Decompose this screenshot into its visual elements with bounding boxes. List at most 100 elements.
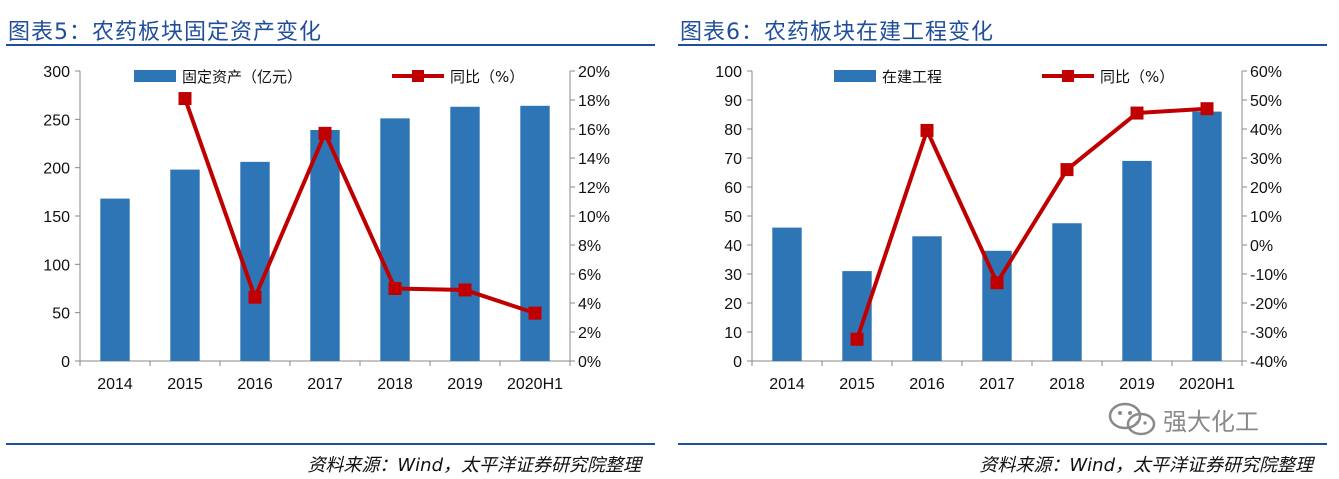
- x-category-label: 2019: [447, 376, 483, 393]
- x-category-label: 2016: [237, 376, 273, 393]
- legend-line-label: 同比（%）: [450, 68, 524, 86]
- x-category-label: 2018: [377, 376, 413, 393]
- x-category-label: 2014: [769, 376, 805, 393]
- line-marker: [388, 282, 402, 295]
- left-tick-label: 10: [724, 325, 742, 342]
- bottom-divider: [678, 443, 1327, 445]
- title-divider: [6, 44, 655, 46]
- x-category-label: 2015: [167, 376, 203, 393]
- fixed-assets-chart: 0 50 100 150 200 250 300 0% 2% 4% 6% 8% 10% 12% 14% 16%…: [43, 64, 610, 393]
- right-tick-label: 2%: [578, 325, 601, 342]
- series-line: [183, 97, 536, 316]
- line-marker: [458, 283, 472, 297]
- right-tick-label: 12%: [578, 180, 610, 197]
- bar: [450, 106, 480, 361]
- bar: [842, 271, 872, 361]
- title-divider: [678, 44, 1327, 46]
- legend-line-label: 同比（%）: [1100, 68, 1174, 86]
- line-marker: [1200, 102, 1214, 116]
- line-marker: [528, 306, 542, 320]
- series-line: [855, 106, 1208, 340]
- legend-line-marker: [412, 70, 424, 82]
- line-marker: [318, 126, 332, 140]
- bar: [1122, 160, 1152, 361]
- x-category-label: 2020H1: [1179, 376, 1235, 393]
- left-tick-label: 0: [733, 354, 742, 371]
- x-category-label: 2017: [979, 376, 1015, 393]
- line-marker: [920, 123, 934, 137]
- left-tick-label: 150: [43, 209, 70, 226]
- bar: [1052, 223, 1082, 361]
- right-tick-label: 30%: [1250, 151, 1282, 168]
- right-tick-label: 16%: [578, 122, 610, 139]
- right-tick-label: 10%: [1250, 209, 1282, 226]
- legend-bar-swatch: [834, 70, 876, 82]
- right-tick-label: 20%: [578, 64, 610, 81]
- construction-chart: 0 10 20 30 40 50 60 70 80 90 100 -40% -30% -20% -10% 0%…: [715, 64, 1287, 393]
- left-tick-label: 0: [61, 354, 70, 371]
- line-marker: [1060, 163, 1074, 177]
- bar: [100, 198, 130, 361]
- right-tick-label: 50%: [1250, 93, 1282, 110]
- bar: [240, 161, 270, 361]
- bar: [1192, 111, 1222, 361]
- left-tick-label: 80: [724, 122, 742, 139]
- left-tick-label: 90: [724, 93, 742, 110]
- right-tick-label: 18%: [578, 93, 610, 110]
- right-tick-label: 6%: [578, 267, 601, 284]
- left-tick-label: 100: [43, 257, 70, 274]
- bar: [912, 236, 942, 361]
- bottom-divider: [6, 443, 655, 445]
- line-marker: [178, 92, 192, 106]
- legend-bar-swatch: [134, 70, 176, 82]
- left-tick-label: 40: [724, 238, 742, 255]
- left-tick-label: 50: [52, 306, 70, 323]
- bar: [520, 105, 550, 361]
- fixed-assets-panel: 图表5：农药板块固定资产变化 0 50 100 150 200 250 300 0% 2% 4% 6…: [0, 0, 655, 479]
- wechat-icon: [1108, 402, 1156, 436]
- left-tick-label: 300: [43, 64, 70, 81]
- left-tick-label: 60: [724, 180, 742, 197]
- right-tick-label: -10%: [1250, 267, 1287, 284]
- bar: [170, 169, 200, 361]
- x-category-label: 2018: [1049, 376, 1085, 393]
- right-tick-label: 0%: [1250, 238, 1273, 255]
- right-tick-label: -20%: [1250, 296, 1287, 313]
- line-marker: [990, 276, 1004, 290]
- line-marker: [248, 290, 262, 304]
- x-category-label: 2020H1: [507, 376, 563, 393]
- bar: [380, 118, 410, 361]
- right-tick-label: -30%: [1250, 325, 1287, 342]
- line-marker: [850, 332, 864, 346]
- left-tick-label: 200: [43, 161, 70, 178]
- right-tick-label: 4%: [578, 296, 601, 313]
- right-tick-label: -40%: [1250, 354, 1287, 371]
- source-note: 资料来源：Wind，太平洋证券研究院整理: [307, 455, 641, 476]
- right-tick-label: 8%: [578, 238, 601, 255]
- legend-bar-label: 在建工程: [882, 68, 942, 86]
- source-note: 资料来源：Wind，太平洋证券研究院整理: [979, 455, 1313, 476]
- left-tick-label: 70: [724, 151, 742, 168]
- legend-bar-label: 固定资产（亿元）: [182, 68, 302, 86]
- line-marker: [1130, 106, 1144, 120]
- left-tick-label: 50: [724, 209, 742, 226]
- bar: [772, 227, 802, 361]
- construction-panel: 图表6：农药板块在建工程变化 0 10 20 30 40 50 60 70 80 90 100 -40…: [672, 0, 1327, 479]
- right-tick-label: 20%: [1250, 180, 1282, 197]
- panel-title: 图表6：农药板块在建工程变化: [680, 20, 994, 45]
- x-category-label: 2015: [839, 376, 875, 393]
- left-tick-label: 20: [724, 296, 742, 313]
- x-category-label: 2019: [1119, 376, 1155, 393]
- left-tick-label: 100: [715, 64, 742, 81]
- x-category-label: 2017: [307, 376, 343, 393]
- legend-line-marker: [1062, 70, 1074, 82]
- left-tick-label: 30: [724, 267, 742, 284]
- x-category-label: 2014: [97, 376, 133, 393]
- right-tick-label: 0%: [578, 354, 601, 371]
- right-tick-label: 10%: [578, 209, 610, 226]
- panel-title: 图表5：农药板块固定资产变化: [8, 20, 322, 45]
- x-category-label: 2016: [909, 376, 945, 393]
- right-tick-label: 40%: [1250, 122, 1282, 139]
- bar: [310, 129, 340, 361]
- right-tick-label: 14%: [578, 151, 610, 168]
